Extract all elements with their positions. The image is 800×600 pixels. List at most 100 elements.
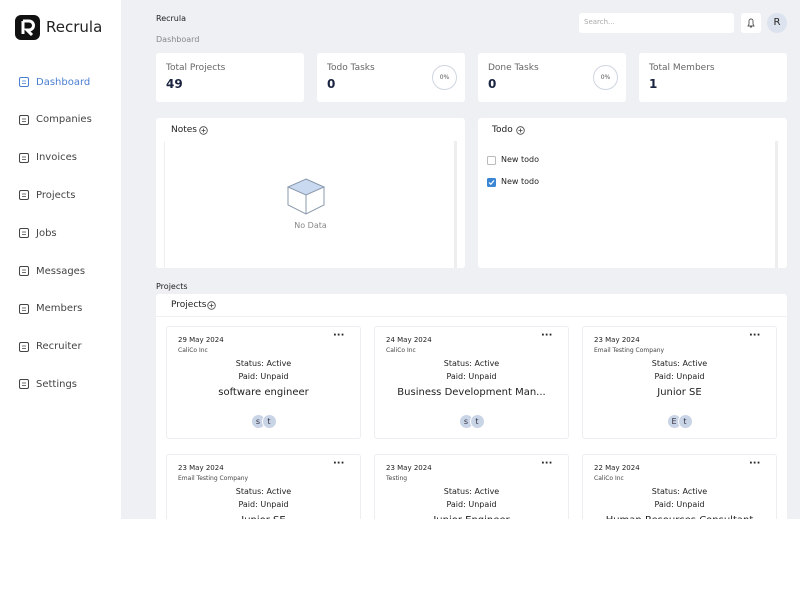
add-icon[interactable] xyxy=(516,126,525,135)
checkbox[interactable] xyxy=(487,156,496,165)
stat-card: Total Projects 49 xyxy=(156,53,304,102)
nav-item[interactable]: Jobs xyxy=(18,225,57,241)
card-date: 23 May 2024 xyxy=(594,336,640,344)
nav-item[interactable]: Recruiter xyxy=(18,339,82,355)
search[interactable]: Search... xyxy=(579,13,734,33)
logo-icon xyxy=(15,15,40,40)
nav-label: Dashboard xyxy=(36,76,91,88)
member-avatar: t xyxy=(469,414,485,429)
card-menu[interactable]: ··· xyxy=(749,458,761,469)
todo-panel: Todo New todo New todo xyxy=(478,118,787,268)
page-title: Dashboard xyxy=(156,35,200,44)
nav-icon xyxy=(19,152,29,163)
card-company: Email Testing Company xyxy=(178,475,249,482)
project-card[interactable]: 23 May 2024 Testing ··· Status: Active Paid:… xyxy=(374,454,569,519)
brand: Recrula xyxy=(46,18,103,36)
card-title: Junior SE xyxy=(167,515,360,519)
stat-card: Total Members 1 xyxy=(639,53,787,102)
card-menu[interactable]: ··· xyxy=(333,458,345,469)
project-card[interactable]: 24 May 2024 CaliCo Inc ··· Status: Active Pa… xyxy=(374,326,569,439)
nav-label: Jobs xyxy=(36,227,57,239)
todo-title: Todo xyxy=(492,125,513,135)
card-paid: Paid: Unpaid xyxy=(654,372,705,381)
card-title: Junior SE xyxy=(657,387,702,398)
card-company: CaliCo Inc xyxy=(178,347,208,354)
card-date: 22 May 2024 xyxy=(594,464,640,472)
checkbox[interactable] xyxy=(487,178,496,187)
nav-label: Projects xyxy=(36,189,76,201)
card-company: Testing xyxy=(386,475,408,482)
stat-value: 1 xyxy=(649,77,658,91)
notes-body xyxy=(164,141,457,268)
avatar[interactable]: R xyxy=(767,13,787,33)
card-title: Business Development Man... xyxy=(397,387,546,398)
card-paid: Paid: Unpaid xyxy=(238,372,289,381)
nav-item[interactable]: Projects xyxy=(18,187,75,203)
card-paid: Paid: Unpaid xyxy=(238,500,289,509)
add-icon[interactable] xyxy=(207,301,216,310)
stat-value: 0 xyxy=(327,77,336,91)
card-title: software engineer xyxy=(218,387,309,398)
card-title: Human Resources Consultant xyxy=(583,515,776,519)
card-date: 29 May 2024 xyxy=(178,336,224,344)
card-date: 23 May 2024 xyxy=(386,464,432,472)
empty-text: No Data xyxy=(294,221,327,230)
stat-value: 0 xyxy=(488,77,497,91)
main: Recrula Dashboard Search... R Total Proj… xyxy=(121,0,800,519)
card-company: Email Testing Company xyxy=(594,347,665,354)
stat-value: 49 xyxy=(166,77,183,91)
project-card[interactable]: 29 May 2024 CaliCo Inc ··· Status: Active Pa… xyxy=(166,326,361,439)
card-menu[interactable]: ··· xyxy=(541,330,553,341)
todo-text: New todo xyxy=(501,155,539,164)
nav-icon xyxy=(19,303,29,314)
nav-item[interactable]: Invoices xyxy=(18,150,77,166)
breadcrumb: Recrula xyxy=(156,14,187,23)
nav-icon xyxy=(19,77,29,87)
card-company: CaliCo Inc xyxy=(386,347,416,354)
nav-icon xyxy=(19,190,29,201)
stat-card: Done Tasks 0 0% xyxy=(478,53,626,102)
project-card[interactable]: 23 May 2024 Email Testing Company ··· Statu… xyxy=(582,326,777,439)
nav-item[interactable]: Settings xyxy=(18,376,77,392)
member-avatar: t xyxy=(261,414,277,429)
card-paid: Paid: Unpaid xyxy=(446,372,497,381)
bell[interactable] xyxy=(741,13,761,33)
nav-label: Invoices xyxy=(36,152,77,164)
nav-icon xyxy=(19,341,29,352)
card-company: CaliCo Inc xyxy=(594,475,624,482)
card-menu[interactable]: ··· xyxy=(333,330,345,341)
add-icon[interactable] xyxy=(199,126,208,135)
project-card[interactable]: 23 May 2024 Email Testing Company ··· Statu… xyxy=(166,454,361,519)
project-card[interactable]: 22 May 2024 CaliCo Inc ··· Status: Active Pa… xyxy=(582,454,777,519)
card-paid: Paid: Unpaid xyxy=(446,500,497,509)
card-status: Status: Active xyxy=(235,359,292,368)
nav-label: Companies xyxy=(36,114,92,126)
card-date: 24 May 2024 xyxy=(386,336,432,344)
nav-item[interactable]: Dashboard xyxy=(18,74,90,90)
nav-label: Messages xyxy=(36,265,86,277)
todo-text: New todo xyxy=(501,177,539,186)
nav-icon xyxy=(19,114,29,125)
projects-panel: Projects 29 May 2024 CaliCo Inc ··· Status:… xyxy=(156,294,787,519)
nav-item[interactable]: Messages xyxy=(18,263,85,279)
nav-icon xyxy=(19,379,29,390)
card-status: Status: Active xyxy=(443,487,500,496)
nav-icon xyxy=(19,228,29,239)
section-title: Projects xyxy=(156,282,188,291)
card-status: Status: Active xyxy=(235,487,292,496)
nav-item[interactable]: Companies xyxy=(18,112,92,128)
nav-item[interactable]: Members xyxy=(18,301,82,317)
progress-ring: 0% xyxy=(593,65,618,90)
card-paid: Paid: Unpaid xyxy=(654,500,705,509)
card-menu[interactable]: ··· xyxy=(749,330,761,341)
notes-panel: Notes No Data xyxy=(156,118,465,268)
card-date: 23 May 2024 xyxy=(178,464,224,472)
nav-icon xyxy=(19,266,29,276)
card-menu[interactable]: ··· xyxy=(541,458,553,469)
card-status: Status: Active xyxy=(443,359,500,368)
sidebar: Recrula Dashboard Companies Invoices Projec… xyxy=(0,0,121,600)
todo-body xyxy=(478,141,778,268)
